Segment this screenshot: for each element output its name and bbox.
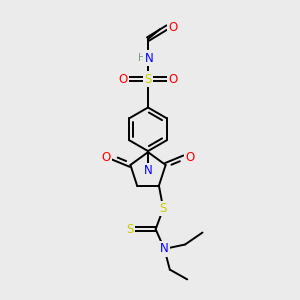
Text: S: S — [144, 73, 152, 85]
Text: O: O — [119, 73, 128, 85]
Text: O: O — [168, 20, 177, 34]
Text: S: S — [126, 223, 134, 236]
Text: O: O — [185, 151, 195, 164]
Text: O: O — [168, 73, 177, 85]
Text: N: N — [144, 164, 152, 177]
Text: O: O — [101, 151, 111, 164]
Text: N: N — [145, 52, 153, 64]
Text: H: H — [138, 53, 146, 63]
Text: N: N — [160, 242, 169, 255]
Text: S: S — [160, 202, 167, 215]
